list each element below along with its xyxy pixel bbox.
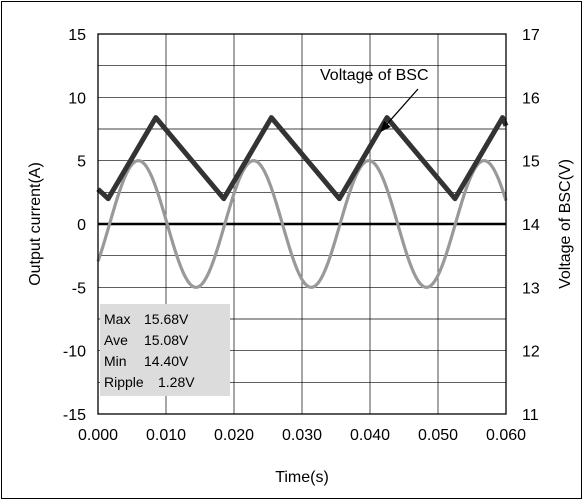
- stats-box: Max 15.68V Ave 15.08V Min 14.40V Ripple …: [100, 304, 230, 396]
- x-tick-label: 0.000: [78, 427, 118, 444]
- y-left-tick-label: 15: [68, 27, 86, 44]
- annotation-arrow: [383, 88, 419, 128]
- y-left-tick-label: -10: [63, 344, 86, 361]
- x-tick-label: 0.040: [350, 427, 390, 444]
- series-voltage-bsc: [96, 115, 509, 202]
- x-tick-label: 0.030: [282, 427, 322, 444]
- tick-labels: 0.000 0.010 0.020 0.030 0.040 0.050 0.060 15 10 5…: [63, 27, 540, 444]
- y-right-tick-label: 13: [522, 280, 540, 297]
- y-right-tick-label: 15: [522, 154, 540, 171]
- stats-value-ave: 15.08V: [144, 332, 189, 348]
- series-output-current: [96, 159, 508, 289]
- x-axis-title: Time(s): [275, 469, 329, 486]
- stats-label-ripple: Ripple: [104, 374, 144, 390]
- y-left-tick-label: -15: [63, 407, 86, 424]
- annotation-label: Voltage of BSC: [320, 67, 429, 84]
- y-axis-right-title: Voltage of BSC(V): [557, 159, 574, 289]
- y-right-tick-label: 17: [522, 27, 540, 44]
- y-left-tick-label: 10: [68, 90, 86, 107]
- stats-value-max: 15.68V: [144, 311, 189, 327]
- x-tick-label: 0.050: [418, 427, 458, 444]
- y-left-tick-label: 0: [77, 217, 86, 234]
- y-axis-left-title: Output current(A): [27, 162, 44, 286]
- stats-label-max: Max: [104, 311, 130, 327]
- y-right-tick-label: 16: [522, 90, 540, 107]
- stats-background: [100, 304, 230, 396]
- y-left-tick-label: 5: [77, 154, 86, 171]
- stats-value-ripple: 1.28V: [158, 374, 195, 390]
- stats-label-ave: Ave: [104, 332, 128, 348]
- stats-value-min: 14.40V: [144, 353, 189, 369]
- y-right-tick-label: 12: [522, 344, 540, 361]
- y-right-tick-label: 11: [522, 407, 539, 424]
- annotation-voltage: Voltage of BSC: [320, 67, 429, 133]
- y-left-tick-label: -5: [72, 280, 86, 297]
- annotation-arrowhead: [380, 120, 391, 133]
- x-tick-label: 0.020: [214, 427, 254, 444]
- stats-label-min: Min: [104, 353, 127, 369]
- y-right-tick-label: 14: [522, 217, 540, 234]
- x-tick-label: 0.060: [486, 427, 526, 444]
- plot-border: [97, 33, 507, 415]
- x-tick-label: 0.010: [146, 427, 186, 444]
